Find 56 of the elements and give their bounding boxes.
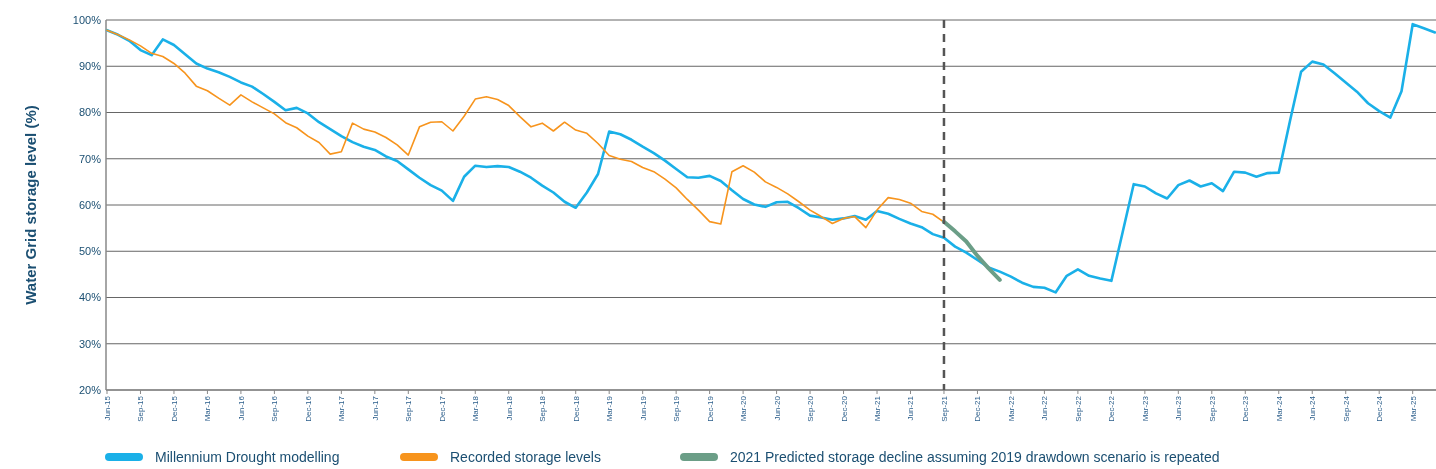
x-tick-label: Sep-23 — [1207, 395, 1217, 422]
x-tick-label: Dec-15 — [169, 395, 179, 422]
x-tick-label: Sep-24 — [1341, 395, 1351, 422]
x-tick-label: Dec-24 — [1375, 395, 1385, 422]
y-tick-label: 20% — [78, 383, 102, 396]
x-tick-label: Dec-19 — [705, 395, 715, 422]
x-tick-label: Mar-22 — [1006, 395, 1016, 422]
x-tick-label: Mar-25 — [1408, 395, 1418, 422]
x-tick-label: Dec-21 — [973, 395, 983, 422]
legend-label: 2021 Predicted storage decline assuming 2019 drawdown scenario is repeated — [730, 448, 1220, 465]
x-tick-label: Sep-21 — [939, 395, 949, 422]
legend-label: Recorded storage levels — [450, 448, 601, 465]
x-tick-label: Jun-21 — [906, 395, 916, 421]
x-tick-label: Dec-17 — [437, 395, 447, 422]
y-tick-label: 80% — [78, 106, 102, 119]
x-tick-label: Sep-22 — [1073, 395, 1083, 422]
x-tick-label: Jun-16 — [236, 395, 246, 421]
x-tick-label: Sep-17 — [404, 395, 414, 422]
y-tick-label: 30% — [78, 337, 102, 350]
x-tick-label: Dec-23 — [1241, 395, 1251, 422]
y-tick-label: 70% — [78, 152, 102, 165]
x-tick-label: Mar-24 — [1274, 395, 1284, 422]
x-tick-label: Jun-15 — [103, 395, 112, 421]
x-tick-label: Jun-22 — [1040, 395, 1050, 421]
line-series — [106, 29, 945, 229]
x-tick-label: Jun-19 — [638, 395, 648, 421]
x-tick-label: Mar-17 — [337, 395, 347, 422]
x-tick-label: Dec-22 — [1107, 395, 1117, 422]
x-tick-label: Dec-20 — [839, 395, 849, 422]
line-series — [941, 219, 1002, 282]
x-tick-label: Dec-18 — [571, 395, 581, 422]
x-tick-label: Mar-23 — [1140, 395, 1150, 422]
y-tick-label: 60% — [78, 198, 102, 211]
x-tick-label: Sep-15 — [136, 395, 146, 422]
x-tick-label: Mar-20 — [739, 395, 749, 422]
y-tick-label: 100% — [72, 13, 102, 26]
legend-label: Millennium Drought modelling — [155, 448, 340, 465]
x-tick-label: Jun-23 — [1174, 395, 1184, 421]
x-tick-label: Jun-20 — [772, 395, 782, 421]
x-tick-label: Sep-16 — [270, 395, 280, 422]
x-tick-label: Jun-18 — [504, 395, 514, 421]
y-tick-label: 50% — [78, 245, 102, 258]
x-tick-label: Mar-16 — [203, 395, 213, 422]
x-tick-label: Jun-24 — [1308, 395, 1318, 421]
x-tick-label: Jun-17 — [370, 395, 380, 421]
x-tick-label: Mar-19 — [605, 395, 615, 422]
y-tick-label: 40% — [78, 291, 102, 304]
y-tick-label: 90% — [78, 60, 102, 73]
line-series — [105, 22, 1436, 294]
y-axis-title: Water Grid storage level (%) — [22, 105, 39, 305]
x-tick-label: Mar-18 — [471, 395, 481, 422]
x-tick-label: Dec-16 — [303, 395, 313, 422]
x-tick-label: Sep-20 — [806, 395, 816, 422]
x-tick-label: Mar-21 — [873, 395, 883, 422]
x-tick-label: Sep-19 — [672, 395, 682, 422]
x-tick-label: Sep-18 — [538, 395, 548, 422]
